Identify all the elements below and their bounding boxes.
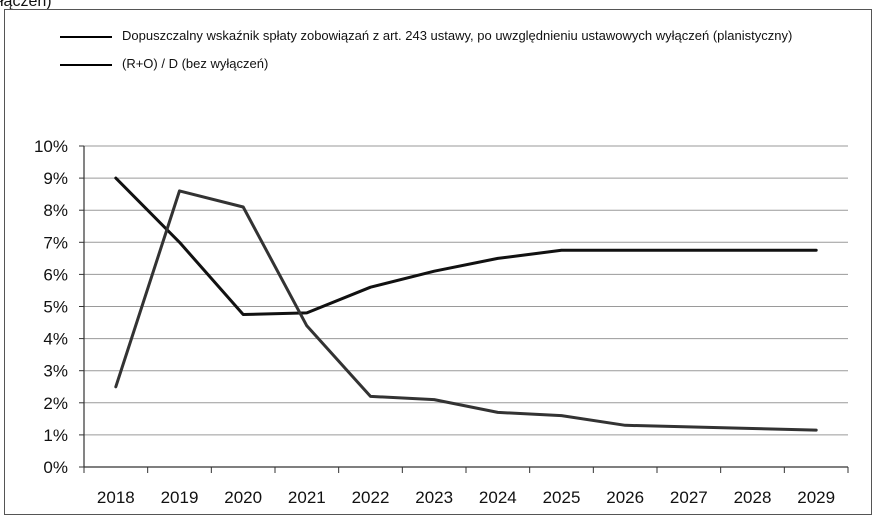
legend-item-limit: Dopuszczalny wskaźnik spłaty zobowiązań … xyxy=(60,26,820,46)
y-tick-label: 3% xyxy=(43,362,68,381)
top-text-fragment: łączeń) xyxy=(0,0,52,10)
x-tick-label: 2021 xyxy=(288,488,326,507)
y-tick-label: 0% xyxy=(43,458,68,477)
x-tick-label: 2018 xyxy=(97,488,135,507)
y-tick-label: 6% xyxy=(43,265,68,284)
x-tick-label: 2028 xyxy=(734,488,772,507)
series-line-1 xyxy=(114,176,818,316)
y-tick-label: 4% xyxy=(43,330,68,349)
legend-item-ratio: (R+O) / D (bez wyłączeń) xyxy=(60,54,820,74)
y-tick-label: 2% xyxy=(43,394,68,413)
x-tick-label: 2027 xyxy=(670,488,708,507)
x-tick-label: 2029 xyxy=(797,488,835,507)
x-tick-label: 2022 xyxy=(352,488,390,507)
x-tick-label: 2025 xyxy=(543,488,581,507)
chart-frame xyxy=(4,9,872,515)
series-line-2 xyxy=(114,189,818,432)
y-tick-label: 9% xyxy=(43,169,68,188)
y-tick-label: 7% xyxy=(43,233,68,252)
x-tick-label: 2024 xyxy=(479,488,517,507)
x-tick-label: 2026 xyxy=(606,488,644,507)
legend-label: Dopuszczalny wskaźnik spłaty zobowiązań … xyxy=(122,28,793,43)
y-tick-label: 8% xyxy=(43,201,68,220)
y-tick-label: 5% xyxy=(43,298,68,317)
chart-legend: Dopuszczalny wskaźnik spłaty zobowiązań … xyxy=(60,26,820,74)
legend-line-swatch xyxy=(60,36,112,38)
x-tick-label: 2020 xyxy=(224,488,262,507)
legend-label: (R+O) / D (bez wyłączeń) xyxy=(122,56,269,71)
x-tick-label: 2023 xyxy=(415,488,453,507)
y-tick-label: 10% xyxy=(34,137,68,156)
legend-line-swatch xyxy=(60,64,112,66)
x-tick-label: 2019 xyxy=(161,488,199,507)
y-tick-label: 1% xyxy=(43,426,68,445)
